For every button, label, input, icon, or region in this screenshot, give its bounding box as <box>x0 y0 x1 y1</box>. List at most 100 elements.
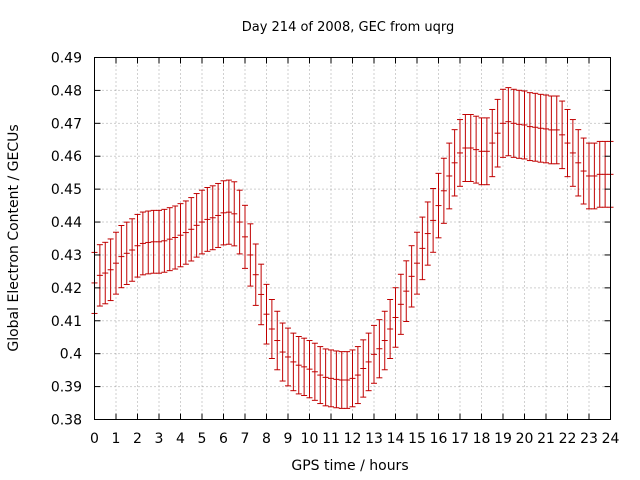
y-tick-label: 0.47 <box>51 116 82 132</box>
error-bar-point <box>301 337 308 397</box>
x-tick-label: 21 <box>537 431 555 447</box>
error-bar-point <box>596 140 603 208</box>
x-tick-labels: 0 1 2 3 4 5 6 7 8 9 10 11 12 13 14 15 16 17 18 19 20 21 22 23 24 <box>90 431 619 447</box>
error-bar-point <box>553 95 560 165</box>
error-bar-point <box>209 185 216 251</box>
error-bar-point <box>199 189 205 255</box>
error-bar-point <box>344 351 351 409</box>
error-bar-point <box>236 189 243 255</box>
x-tick-label: 11 <box>322 431 340 447</box>
x-tick-label: 16 <box>430 431 448 447</box>
error-bar-point <box>451 129 458 197</box>
x-tick-label: 5 <box>198 431 207 447</box>
chart-title: Day 214 of 2008, GEC from uqrg <box>242 20 455 35</box>
x-tick-label: 23 <box>580 431 598 447</box>
error-bar-point <box>526 92 533 162</box>
x-tick-label: 1 <box>112 431 121 447</box>
y-tick-labels: 0.38 0.39 0.4 0.41 0.42 0.43 0.44 0.45 0.46 0.47 0… <box>51 51 82 429</box>
error-bar-point <box>365 332 372 392</box>
error-bar-point <box>129 218 136 282</box>
error-bar-point <box>586 142 592 210</box>
error-bar-point <box>118 225 125 289</box>
error-bar-point <box>231 181 238 247</box>
error-bar-point <box>580 137 587 205</box>
error-bar-point <box>419 216 426 281</box>
error-bar-point <box>96 244 103 307</box>
x-tick-label: 12 <box>344 431 362 447</box>
y-tick-label: 0.45 <box>51 182 82 198</box>
error-bar-point <box>258 263 265 326</box>
error-bar-point <box>467 114 474 182</box>
error-bar-point <box>139 211 146 276</box>
error-bar-point <box>145 210 152 275</box>
y-tick-label: 0.41 <box>51 314 82 330</box>
y-tick-label: 0.4 <box>60 347 82 363</box>
error-bar-point <box>397 273 404 335</box>
error-bar-point <box>268 298 275 360</box>
error-bar-point <box>473 115 480 184</box>
y-axis-label: Global Electron Content / GECUs <box>6 124 22 351</box>
error-bar-point <box>408 245 415 308</box>
error-bar-point <box>123 221 130 285</box>
x-tick-label: 20 <box>516 431 534 447</box>
error-bar-point <box>575 129 582 197</box>
error-bar-point <box>360 339 367 398</box>
error-bar-point <box>371 324 377 384</box>
error-bar-point <box>446 142 453 210</box>
error-bar-point <box>591 142 598 210</box>
error-bars <box>91 87 614 409</box>
error-bar-point <box>494 98 501 168</box>
error-bar-point <box>376 319 383 379</box>
error-bar-point <box>107 238 114 302</box>
error-bar-point <box>559 100 566 170</box>
error-bar-point <box>602 140 609 208</box>
y-tick-label: 0.44 <box>51 215 82 231</box>
x-axis-label: GPS time / hours <box>291 458 408 474</box>
x-tick-label: 7 <box>241 431 250 447</box>
error-bar-point <box>220 180 227 246</box>
error-bar-point <box>252 243 259 306</box>
error-bar-point <box>387 298 394 360</box>
axis-ticks <box>94 57 611 420</box>
y-tick-label: 0.48 <box>51 83 82 99</box>
error-bar-point <box>134 213 141 278</box>
y-tick-label: 0.38 <box>51 413 82 429</box>
error-bar-point <box>161 208 168 273</box>
error-bar-point <box>166 207 173 272</box>
error-bar-point <box>478 117 485 186</box>
error-bar-point <box>172 205 179 270</box>
error-bar-point <box>569 119 576 187</box>
error-bar-point <box>188 197 195 262</box>
error-bar-point <box>338 351 345 409</box>
error-bar-point <box>156 209 162 274</box>
error-bar-point <box>215 182 222 248</box>
error-bar-point <box>564 108 571 178</box>
error-bar-point <box>516 89 523 159</box>
error-bar-point <box>306 340 313 399</box>
error-bar-point <box>193 193 200 258</box>
x-tick-label: 15 <box>408 431 426 447</box>
error-bar-point <box>483 117 490 186</box>
x-tick-label: 3 <box>155 431 164 447</box>
error-bar-point <box>424 201 431 266</box>
error-bar-point <box>354 346 361 405</box>
error-bar-point <box>242 204 248 269</box>
error-bar-point <box>532 92 539 162</box>
error-bar-point <box>349 349 356 408</box>
error-bar-point <box>102 241 109 305</box>
error-bar-point <box>500 88 506 158</box>
x-tick-label: 2 <box>133 431 142 447</box>
error-bar-point <box>381 310 388 371</box>
y-tick-label: 0.46 <box>51 149 82 165</box>
error-bar-point <box>150 209 157 274</box>
x-tick-label: 17 <box>451 431 469 447</box>
x-tick-label: 19 <box>494 431 512 447</box>
x-tick-label: 0 <box>90 431 99 447</box>
error-bar-point <box>403 260 410 322</box>
error-bar-point <box>543 94 549 164</box>
error-bar-point <box>537 93 544 163</box>
error-bar-point <box>113 231 119 295</box>
error-bar-point <box>548 95 555 165</box>
x-tick-label: 4 <box>176 431 185 447</box>
error-bar-point <box>462 114 469 182</box>
